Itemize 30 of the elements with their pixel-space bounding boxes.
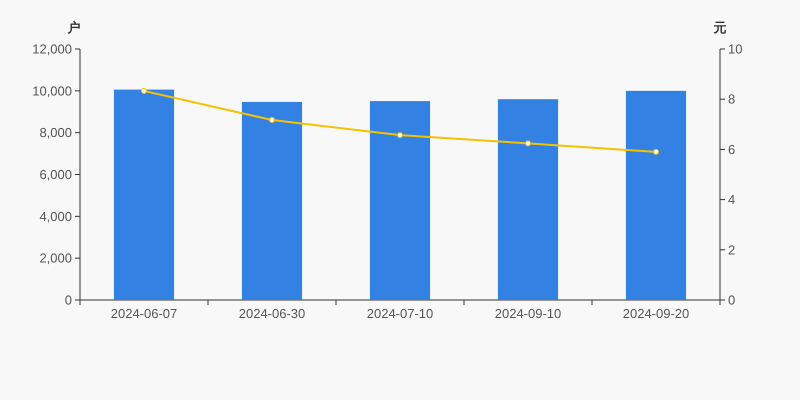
bar	[114, 90, 174, 300]
x-tick-label: 2024-07-10	[366, 306, 434, 321]
y-tick-label: 12,000	[32, 42, 72, 56]
point	[525, 140, 531, 146]
y2-tick-label: 4	[728, 192, 736, 208]
x-tick-label: 2024-09-10	[494, 306, 562, 321]
y2-tick-label: 6	[728, 142, 736, 157]
x-tick-label: 2024-06-30	[238, 306, 306, 321]
y2-tick-label: 8	[728, 92, 736, 107]
y-tick-label: 4,000	[39, 208, 72, 224]
y-tick-label: 2,000	[39, 250, 72, 266]
y-tick-label: 0	[64, 292, 72, 308]
bar	[370, 101, 430, 300]
point	[269, 117, 275, 124]
point	[397, 132, 403, 138]
x-tick-label: 2024-06-07	[110, 306, 178, 321]
point	[141, 88, 147, 94]
y-tick-label: 10,000	[32, 83, 72, 98]
y2-tick-label: 0	[728, 292, 736, 308]
bar	[242, 102, 302, 300]
bar	[498, 99, 558, 300]
y-tick-label: 8,000	[39, 125, 72, 140]
point	[653, 148, 659, 155]
y-tick-label: 6,000	[39, 167, 72, 182]
y2-axis-title: 元	[712, 20, 726, 35]
bar	[626, 90, 686, 300]
x-tick-label: 2024-09-20	[622, 306, 690, 321]
y-axis-title: 户	[66, 20, 80, 35]
y2-tick-label: 10	[728, 42, 742, 56]
y2-tick-label: 2	[728, 242, 736, 258]
